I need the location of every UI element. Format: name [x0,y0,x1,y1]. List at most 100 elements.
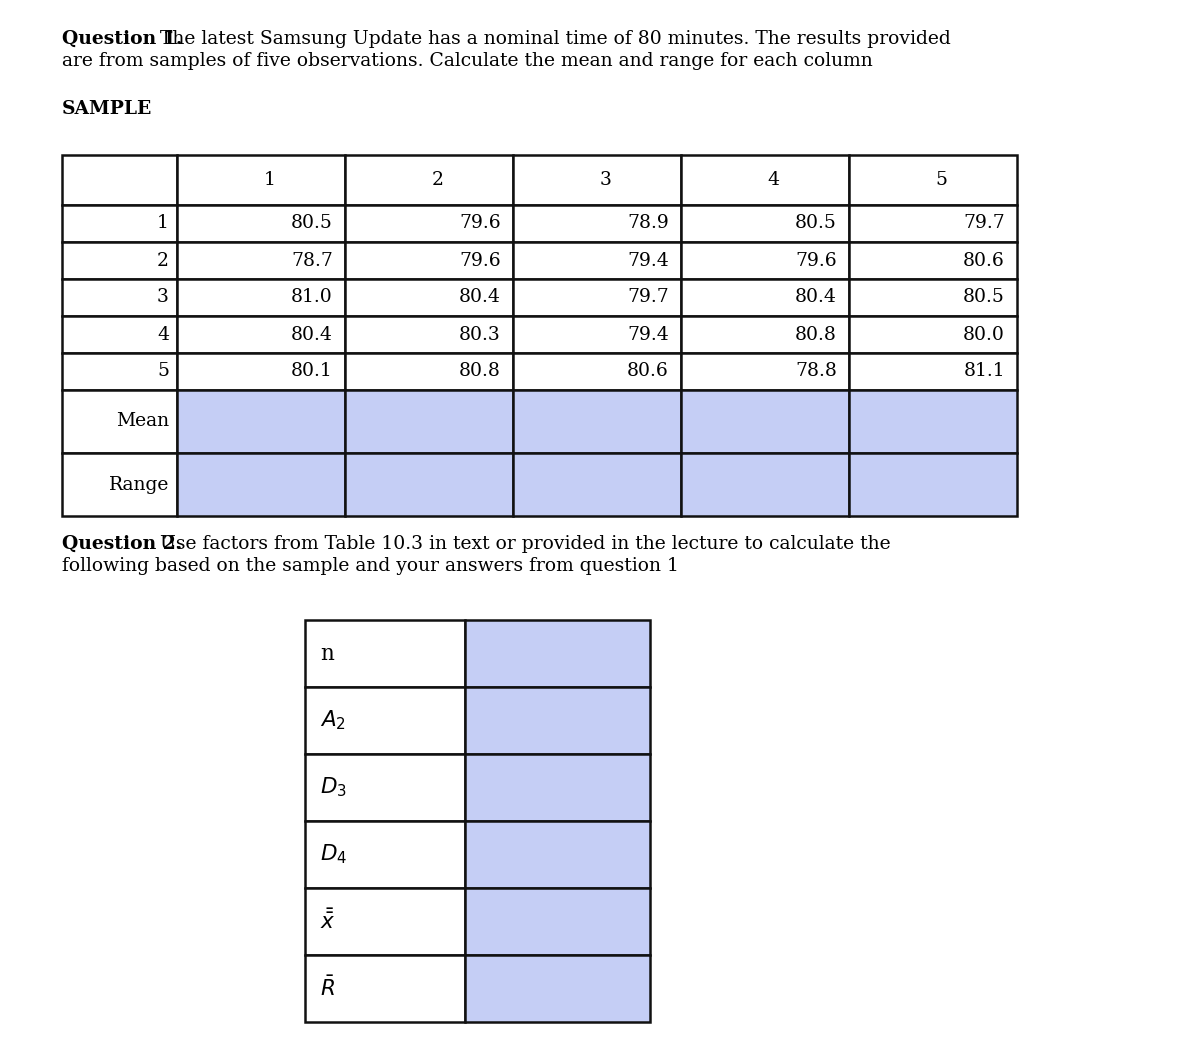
Text: 81.1: 81.1 [964,362,1006,380]
Bar [466,821,650,888]
Text: 80.3: 80.3 [460,325,502,343]
Text: 80.4: 80.4 [292,325,334,343]
Bar [305,754,466,821]
Text: Question 1.: Question 1. [62,30,182,48]
Bar [466,955,650,1022]
Bar [682,279,850,316]
Text: 80.6: 80.6 [628,362,670,380]
Bar [850,279,1018,316]
Bar [178,155,346,205]
Text: following based on the sample and your answers from question 1: following based on the sample and your a… [62,556,679,575]
Text: 80.5: 80.5 [292,215,334,233]
Text: 79.6: 79.6 [460,252,502,270]
Text: 3: 3 [157,289,169,307]
Bar [305,888,466,955]
Text: 3: 3 [600,171,611,189]
Bar [850,353,1018,390]
Bar [682,390,850,453]
Bar [346,316,514,353]
Text: 4: 4 [768,171,780,189]
Bar [346,155,514,205]
Bar [178,205,346,242]
Text: The latest Samsung Update has a nominal time of 80 minutes. The results provided: The latest Samsung Update has a nominal … [148,30,950,48]
Text: 78.9: 78.9 [628,215,670,233]
Bar [466,687,650,754]
Bar [178,353,346,390]
Text: 79.4: 79.4 [628,325,670,343]
Text: 78.7: 78.7 [292,252,334,270]
Text: 80.6: 80.6 [964,252,1006,270]
Text: Use factors from Table 10.3 in text or provided in the lecture to calculate the: Use factors from Table 10.3 in text or p… [148,535,890,553]
Text: $D_4$: $D_4$ [320,843,347,867]
Bar [466,754,650,821]
Bar [514,242,682,279]
Bar [178,316,346,353]
Text: $\bar{\bar{x}}$: $\bar{\bar{x}}$ [320,909,336,933]
Bar [514,155,682,205]
Bar [682,453,850,516]
Bar [850,390,1018,453]
Text: $A_2$: $A_2$ [320,708,346,733]
Bar [346,242,514,279]
Bar [62,155,178,205]
Text: 5: 5 [157,362,169,380]
Bar [62,205,178,242]
Text: 1: 1 [157,215,169,233]
Text: Question 2.: Question 2. [62,535,182,553]
Bar [62,353,178,390]
Bar [514,453,682,516]
Bar [466,888,650,955]
Bar [305,955,466,1022]
Text: 81.0: 81.0 [292,289,334,307]
Text: $\bar{R}$: $\bar{R}$ [320,976,335,1000]
Bar [514,279,682,316]
Bar [850,453,1018,516]
Bar [305,620,466,687]
Bar [466,620,650,687]
Bar [514,353,682,390]
Bar [346,353,514,390]
Bar [62,242,178,279]
Bar [682,316,850,353]
Text: 80.4: 80.4 [796,289,838,307]
Bar [178,390,346,453]
Bar [62,316,178,353]
Text: 79.6: 79.6 [460,215,502,233]
Bar [850,242,1018,279]
Bar [62,453,178,516]
Bar [178,453,346,516]
Text: Mean: Mean [116,412,169,430]
Bar [305,821,466,888]
Bar [682,155,850,205]
Text: 79.6: 79.6 [796,252,838,270]
Text: 2: 2 [157,252,169,270]
Bar [346,390,514,453]
Text: 80.8: 80.8 [796,325,838,343]
Bar [682,205,850,242]
Text: Range: Range [109,476,169,494]
Bar [850,316,1018,353]
Bar [346,453,514,516]
Bar [62,390,178,453]
Text: 4: 4 [157,325,169,343]
Text: n: n [320,643,334,665]
Text: 80.5: 80.5 [964,289,1006,307]
Bar [682,353,850,390]
Text: 80.4: 80.4 [460,289,502,307]
Bar [178,242,346,279]
Bar [178,279,346,316]
Bar [305,687,466,754]
Text: 2: 2 [432,171,444,189]
Text: 5: 5 [936,171,948,189]
Text: SAMPLE: SAMPLE [62,100,152,118]
Text: 79.7: 79.7 [964,215,1006,233]
Bar [514,205,682,242]
Text: 80.0: 80.0 [964,325,1006,343]
Text: 78.8: 78.8 [796,362,838,380]
Text: are from samples of five observations. Calculate the mean and range for each col: are from samples of five observations. C… [62,52,872,70]
Bar [346,205,514,242]
Bar [682,242,850,279]
Bar [850,205,1018,242]
Bar [62,279,178,316]
Bar [514,390,682,453]
